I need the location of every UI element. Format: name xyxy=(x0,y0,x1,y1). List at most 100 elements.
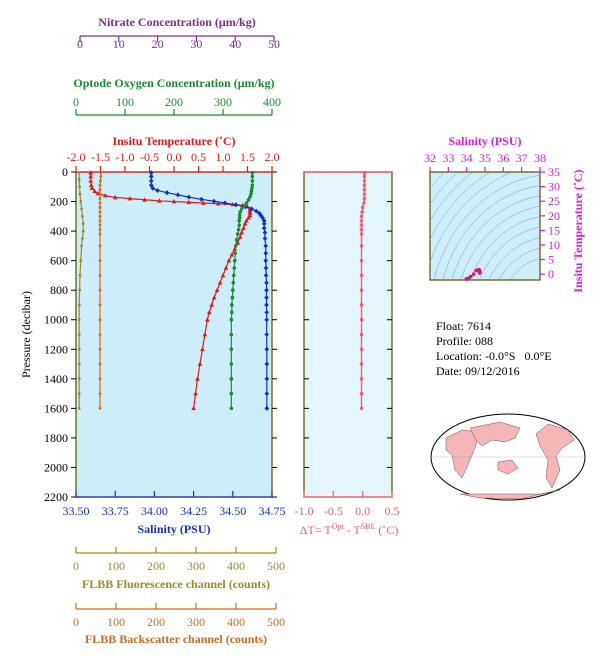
pressure-tick-label: 0 xyxy=(62,165,68,179)
nitrate-axis-title: Nitrate Concentration (μm/kg) xyxy=(98,15,255,29)
oxygen-data-point xyxy=(250,186,254,191)
temperature-data-point xyxy=(88,178,94,183)
temperature-data-point xyxy=(171,199,177,204)
delta-t-tick-label: -1.0 xyxy=(295,504,314,518)
backscatter-tick-label: 400 xyxy=(227,615,245,629)
fluorescence-data-point xyxy=(78,192,82,196)
location-info-line: Location: -0.0°S 0.0°E xyxy=(430,334,552,364)
salinity-data-point xyxy=(150,185,156,191)
oxygen-data-point xyxy=(236,227,241,232)
temperature-data-point xyxy=(127,196,133,201)
salinity-data-point xyxy=(264,317,270,323)
salinity-data-point xyxy=(264,331,270,338)
oxygen-data-point xyxy=(229,332,234,337)
oxygen-tick-label: 300 xyxy=(214,95,232,109)
world-map xyxy=(430,413,586,501)
fluorescence-axis-title: FLBB Fluorescence channel (counts) xyxy=(82,577,270,591)
backscatter-data-point xyxy=(98,210,102,214)
delta-t-data-point xyxy=(362,187,367,192)
date-info-line: Date: 09/12/2016 xyxy=(430,349,520,379)
delta-t-data-point xyxy=(359,214,364,219)
backscatter-axis-title: FLBB Backscatter channel (counts) xyxy=(85,632,267,646)
oxygen-tick-label: 0 xyxy=(73,95,79,109)
delta-t-data-point xyxy=(362,192,367,196)
pressure-tick-label: 200 xyxy=(50,195,68,209)
ts-isopycnal-line xyxy=(479,226,540,280)
temperature-tick-label: -1.5 xyxy=(91,150,110,164)
temperature-data-point xyxy=(193,391,198,396)
salinity-data-point xyxy=(264,309,270,315)
ts-isopycnal-line xyxy=(451,195,540,280)
delta-t-plot: -1.0 -0.5 0.0 0.5 ΔT= TOpt - TSBE (˚C) xyxy=(295,170,400,537)
ts-temperature-tick-label: 0 xyxy=(548,267,554,281)
temperature-data-point xyxy=(201,200,206,205)
delta-t-data-point xyxy=(359,218,364,223)
delta-t-data-point xyxy=(359,406,364,411)
nitrate-tick-label: 30 xyxy=(190,37,202,51)
fluorescence-data-point xyxy=(77,406,81,410)
salinity-data-point xyxy=(264,376,270,382)
temperature-data-point xyxy=(237,234,243,239)
pressure-tick-label: 400 xyxy=(50,224,68,238)
fluorescence-data-point xyxy=(81,222,85,226)
oxygen-data-point xyxy=(231,280,236,285)
backscatter-data-point xyxy=(98,232,102,236)
salinity-data-point xyxy=(262,230,268,236)
fluorescence-data-point xyxy=(81,237,84,240)
salinity-data-point xyxy=(260,215,265,221)
map-land-asia xyxy=(469,421,521,447)
backscatter-data-point xyxy=(98,377,102,381)
oxygen-data-point xyxy=(231,273,236,278)
salinity-data-point xyxy=(263,243,269,249)
backscatter-data-point xyxy=(98,362,102,366)
ts-plot-frame xyxy=(429,171,541,281)
ts-salinity-axis-title: Salinity (PSU) xyxy=(448,134,521,148)
delta-t-tick-label: 0.0 xyxy=(355,504,370,518)
ts-temperature-tick-label: 5 xyxy=(548,253,554,267)
temperature-data-point xyxy=(244,218,249,223)
oxygen-data-point xyxy=(233,251,238,256)
salinity-data-point xyxy=(164,190,170,196)
backscatter-tick-label: 300 xyxy=(187,615,205,629)
delta-t-data-point xyxy=(359,244,364,248)
oxygen-data-point xyxy=(233,244,238,248)
temperature-data-point xyxy=(186,199,192,205)
backscatter-data-point xyxy=(99,171,103,175)
temperature-data-point xyxy=(220,272,226,278)
temperature-tick-label: 0.0 xyxy=(167,150,182,164)
temperature-tick-label: 2.0 xyxy=(265,150,280,164)
delta-t-data-point xyxy=(359,232,364,236)
float-value: 7614 xyxy=(467,319,492,333)
ts-temperature-tick-label: 15 xyxy=(548,223,560,237)
delta-t-data-point xyxy=(360,205,365,210)
salinity-tick-label: 34.00 xyxy=(141,504,168,518)
oxygen-data-point xyxy=(237,213,242,217)
backscatter-data-point xyxy=(98,223,102,227)
oxygen-data-point xyxy=(249,192,253,196)
oxygen-data-point xyxy=(235,232,240,236)
temperature-data-point xyxy=(247,210,253,216)
delta-t-tick-label: 0.5 xyxy=(385,504,400,518)
salinity-data-point xyxy=(222,200,228,206)
salinity-data-point xyxy=(264,287,269,293)
temperature-data-point xyxy=(156,198,162,203)
oxygen-data-point xyxy=(242,204,246,208)
salinity-data-point xyxy=(261,225,267,231)
pressure-tick-label: 1400 xyxy=(44,372,68,386)
oxygen-data-point xyxy=(229,377,234,381)
salinity-data-point xyxy=(264,280,269,286)
ts-temperature-tick-label: 35 xyxy=(548,165,560,179)
oxygen-axis-title: Optode Oxygen Concentration (μm/kg) xyxy=(73,76,274,90)
oxygen-data-point xyxy=(229,362,234,366)
fluorescence-tick-label: 500 xyxy=(267,559,285,573)
map-land-australia xyxy=(497,459,519,475)
fluorescence-tick-label: 400 xyxy=(227,559,245,573)
ts-isopycnal-line xyxy=(433,174,540,280)
fluorescence-data-point xyxy=(77,318,81,322)
backscatter-data-point xyxy=(98,406,102,410)
backscatter-tick-label: 0 xyxy=(73,615,79,629)
fluorescence-data-point xyxy=(77,377,81,381)
location-value: -0.0°S 0.0°E xyxy=(484,349,552,363)
date-label: Date: xyxy=(436,364,462,378)
delta-t-data-point xyxy=(362,196,367,201)
